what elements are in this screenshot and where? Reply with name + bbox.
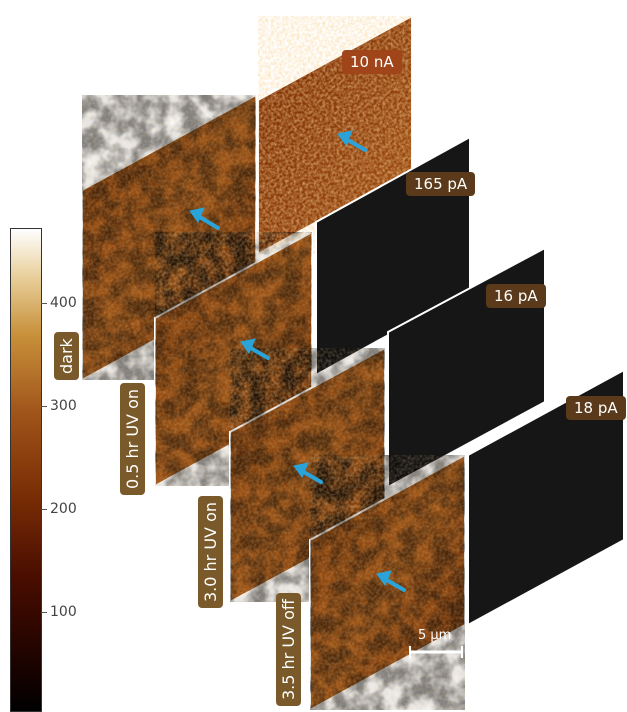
condition-label-3-5hr: 3.5 hr UV off [276, 593, 301, 706]
colorbar-tick-label: 200 [50, 501, 77, 517]
scale-bar [409, 646, 463, 658]
colorbar-tick [41, 612, 47, 613]
current-label-10nA: 10 nA [342, 50, 402, 74]
current-label-16pA: 16 pA [486, 284, 546, 308]
arrow-icon [376, 570, 406, 592]
arrows [189, 130, 406, 592]
arrow-icon [189, 207, 220, 230]
arrow-icon [293, 462, 323, 484]
current-label-165pA: 165 pA [406, 172, 476, 196]
colorbar-tick-label: 300 [50, 398, 77, 414]
colorbar-tick [41, 509, 47, 510]
arrow-icon [240, 338, 270, 360]
colorbar [10, 228, 42, 712]
colorbar-tick-label: 100 [50, 604, 77, 620]
colorbar-tick-label: 400 [50, 295, 77, 311]
colorbar-tick [41, 303, 47, 304]
condition-label-dark: dark [54, 332, 79, 380]
colorbar-tick [41, 406, 47, 407]
condition-label-0-5hr: 0.5 hr UV on [120, 382, 145, 495]
scale-bar-label: 5 µm [418, 628, 452, 643]
condition-label-3-0hr: 3.0 hr UV on [198, 495, 223, 608]
arrow-icon [337, 130, 367, 152]
current-label-18pA: 18 pA [566, 396, 626, 420]
